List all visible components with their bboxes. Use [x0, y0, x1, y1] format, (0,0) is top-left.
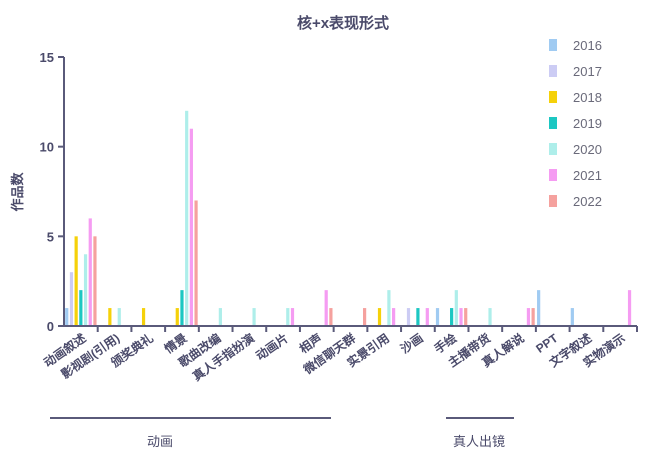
- legend-swatch: [549, 39, 557, 51]
- bar-2021-0: [88, 218, 92, 326]
- bar-2022-11: [464, 308, 468, 326]
- legend-swatch: [549, 169, 557, 181]
- legend-label: 2019: [573, 116, 602, 131]
- bar-2016-0: [65, 308, 69, 326]
- bar-2016-15: [570, 308, 574, 326]
- bar-2019-3: [180, 290, 184, 326]
- y-tick-label: 0: [47, 319, 54, 334]
- bar-2021-3: [189, 128, 193, 326]
- legend-label: 2020: [573, 142, 602, 157]
- legend-swatch: [549, 195, 557, 207]
- legend: 2016 2017 2018 2019 2020 2021 2022: [549, 38, 602, 209]
- bar-2020-5: [252, 308, 256, 326]
- bar-2021-13: [526, 308, 531, 326]
- category-groups: 动画 真人出镜: [50, 417, 514, 449]
- legend-label: 2017: [573, 64, 602, 79]
- legend-swatch: [549, 65, 557, 77]
- y-axis: 0 5 10 15: [40, 50, 65, 334]
- bar-2018-0: [74, 236, 78, 326]
- bar-2018-2: [141, 308, 146, 326]
- bar-2020-6: [286, 308, 290, 326]
- bar-2018-1: [108, 308, 112, 326]
- bar-2021-10: [425, 308, 429, 326]
- bar-2018-9: [377, 308, 382, 326]
- bar-2020-1: [117, 308, 121, 326]
- bar-2020-4: [218, 308, 222, 326]
- bars: [65, 110, 632, 326]
- bar-2022-7: [329, 308, 333, 326]
- bar-2020-9: [387, 290, 391, 326]
- bar-2021-11: [459, 308, 463, 326]
- bar-2022-13: [531, 308, 535, 326]
- bar-2016-11: [435, 308, 440, 326]
- x-tick-label: 动画片: [253, 330, 291, 363]
- bar-2018-3: [175, 308, 179, 326]
- bar-2020-0: [83, 254, 88, 326]
- x-tick-label: 沙画: [398, 331, 426, 356]
- bar-2019-0: [79, 290, 83, 326]
- legend-label: 2021: [573, 168, 602, 183]
- y-tick-label: 15: [40, 50, 54, 65]
- bar-2021-7: [324, 290, 328, 326]
- bar-2022-3: [194, 200, 198, 326]
- y-tick-label: 5: [47, 229, 54, 244]
- bar-2017-10: [406, 308, 411, 326]
- bar-2020-11: [454, 290, 458, 326]
- bar-2021-16: [627, 290, 632, 326]
- legend-swatch: [549, 143, 557, 155]
- bar-2019-10: [416, 308, 420, 326]
- legend-swatch: [549, 117, 557, 129]
- legend-label: 2022: [573, 194, 602, 209]
- legend-label: 2016: [573, 38, 602, 53]
- legend-swatch: [549, 91, 557, 103]
- bar-2020-12: [488, 308, 492, 326]
- y-axis-label: 作品数: [10, 172, 25, 212]
- bar-2020-3: [185, 110, 189, 326]
- chart-title: 核+x表现形式: [297, 14, 389, 32]
- bar-2021-6: [290, 308, 295, 326]
- bar-2017-0: [69, 272, 74, 326]
- y-tick-label: 10: [40, 140, 54, 155]
- bar-2019-11: [450, 308, 454, 326]
- bar-2016-14: [537, 290, 541, 326]
- legend-label: 2018: [573, 90, 602, 105]
- group-label: 真人出镜: [453, 434, 505, 449]
- group-label: 动画: [147, 434, 173, 449]
- bar-2022-0: [93, 236, 97, 326]
- bar-2022-8: [363, 308, 367, 326]
- bar-2021-9: [392, 308, 396, 326]
